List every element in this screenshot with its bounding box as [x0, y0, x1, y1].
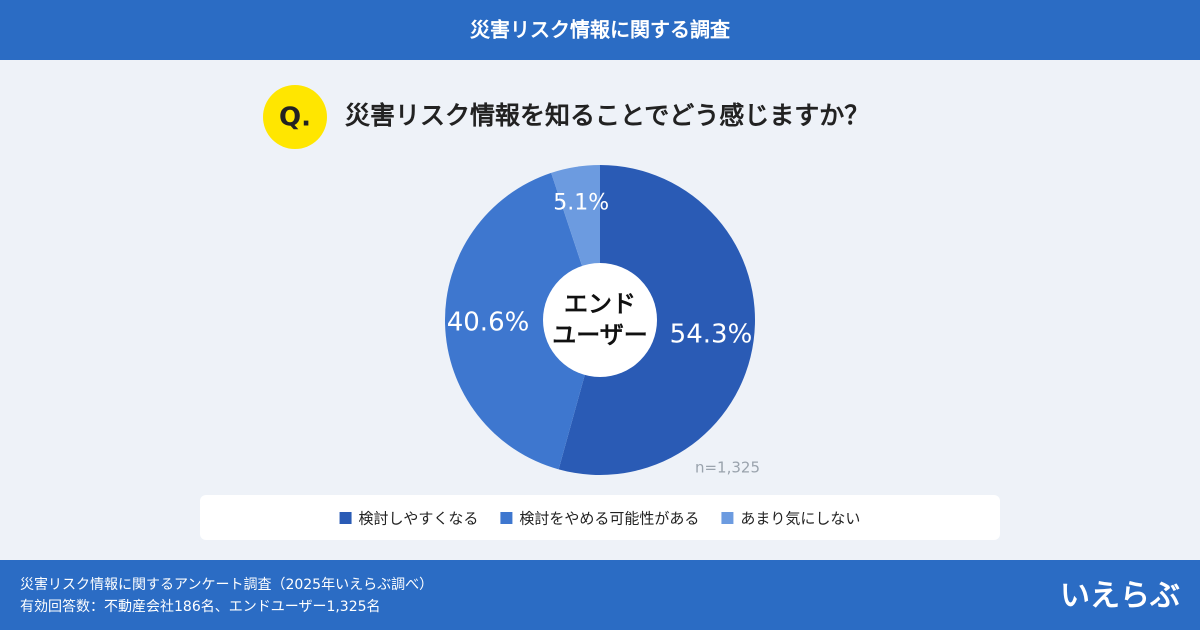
- legend-swatch: [721, 512, 734, 524]
- legend-box: [200, 495, 1000, 540]
- legend-swatch: [500, 512, 513, 524]
- q-badge: [263, 85, 327, 149]
- header-title: 災害リスク情報に関する調査: [470, 18, 730, 42]
- legend-label: 検討しやすくなる: [359, 510, 479, 528]
- logo: いえらぶ: [1060, 579, 1180, 614]
- pie-chart: 54.3% 40.6% 5.1% エンドユーザー: [445, 165, 755, 475]
- pie-center: [543, 263, 657, 377]
- center-label: ユーザー: [552, 321, 648, 349]
- legend-label: あまり気にしない: [740, 510, 860, 528]
- value-label: 54.3%: [670, 320, 753, 350]
- legend-item: あまり気にしない: [721, 510, 860, 528]
- legend-item: 検討をやめる可能性がある: [500, 510, 699, 528]
- pie-slice: [445, 172, 600, 470]
- footer-bar: [0, 560, 1200, 630]
- value-label: 40.6%: [447, 307, 530, 337]
- value-label: 5.1%: [553, 191, 609, 216]
- legend-item: 検討しやすくなる: [339, 510, 479, 528]
- question-text: 災害リスク情報を知ることでどう感じますか？: [345, 101, 869, 130]
- header-bar: [0, 0, 1200, 60]
- sample-size: n=1,325: [695, 459, 760, 477]
- q-marker: Q.: [279, 103, 311, 133]
- legend-swatch: [339, 512, 352, 524]
- legend-label: 検討をやめる可能性がある: [519, 510, 699, 528]
- footer-note: 有効回答数：不動産会社186名、エンドユーザー1,325名: [20, 598, 381, 615]
- center-label: エンド: [564, 290, 636, 318]
- legend: 検討しやすくなる 検討をやめる可能性がある あまり気にしない: [339, 510, 860, 528]
- footer-note: 災害リスク情報に関するアンケート調査（2025年いえらぶ調べ）: [20, 577, 433, 593]
